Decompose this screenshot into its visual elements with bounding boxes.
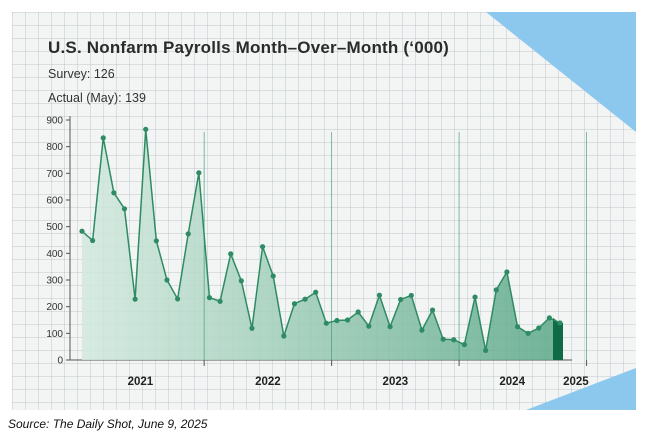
data-point — [451, 337, 457, 343]
data-point — [546, 315, 552, 321]
data-point — [557, 320, 563, 326]
y-tick-label: 800 — [46, 142, 63, 153]
data-point — [398, 296, 404, 303]
data-point — [313, 289, 319, 295]
data-point — [525, 330, 531, 336]
data-point — [143, 126, 149, 132]
data-point — [238, 278, 244, 284]
decorative-corner-bottom-right — [526, 368, 636, 410]
y-tick-label: 500 — [46, 222, 63, 233]
data-point — [217, 298, 223, 304]
survey-value: Survey: 126 — [48, 67, 115, 81]
x-year-label: 2022 — [255, 376, 281, 388]
decorative-corner-top-right — [486, 12, 636, 132]
payrolls-area-fill — [82, 129, 560, 360]
x-year-label: 2024 — [499, 376, 525, 388]
x-year-label: 2025 — [563, 376, 589, 388]
data-point — [472, 294, 478, 300]
data-point — [483, 347, 489, 353]
data-point — [249, 325, 255, 331]
data-point — [387, 324, 393, 330]
data-point — [153, 238, 159, 244]
data-point — [302, 296, 308, 302]
data-point — [344, 317, 351, 323]
data-point — [291, 301, 298, 307]
y-tick-label: 300 — [46, 276, 63, 287]
data-point — [419, 327, 425, 333]
data-point — [536, 325, 542, 331]
data-point — [175, 296, 181, 302]
data-point — [493, 287, 499, 293]
data-point — [132, 296, 138, 302]
data-point — [111, 190, 117, 196]
data-point — [164, 277, 170, 283]
y-tick-label: 600 — [46, 196, 63, 207]
y-tick-label: 200 — [46, 302, 63, 313]
data-point — [270, 273, 276, 279]
data-point — [206, 295, 213, 301]
chart-card: U.S. Nonfarm Payrolls Month–Over–Month (… — [12, 12, 636, 410]
data-point — [514, 324, 521, 330]
data-point — [281, 333, 287, 339]
data-point — [440, 336, 446, 342]
chart-title: U.S. Nonfarm Payrolls Month–Over–Month (… — [48, 38, 450, 57]
data-point — [323, 320, 329, 326]
actual-value: Actual (May): 139 — [48, 91, 146, 105]
data-point — [196, 170, 202, 176]
x-year-label: 2021 — [128, 376, 154, 388]
payrolls-line — [81, 129, 561, 351]
data-point — [259, 244, 266, 250]
data-point — [121, 206, 128, 212]
payrolls-area-chart: 0 100 200 300 400 500 600 700 800 900 2021 2022 2023… — [46, 116, 589, 389]
data-point — [504, 269, 510, 275]
data-point — [185, 231, 191, 237]
data-point — [90, 237, 96, 244]
y-tick-label: 100 — [46, 329, 63, 340]
data-point — [366, 323, 372, 329]
data-point — [228, 251, 234, 257]
y-tick-label: 900 — [46, 116, 63, 127]
data-point — [100, 135, 106, 141]
data-point — [408, 292, 414, 299]
data-point — [334, 317, 340, 324]
data-point — [376, 292, 383, 298]
y-tick-label: 700 — [46, 169, 63, 180]
data-point — [429, 307, 436, 313]
y-tick-label: 400 — [46, 249, 63, 260]
y-tick-label: 0 — [57, 356, 63, 367]
source-note: Source: The Daily Shot, June 9, 2025 — [8, 417, 208, 431]
data-point — [355, 309, 361, 315]
x-year-label: 2023 — [383, 376, 409, 388]
latest-month-highlight — [553, 317, 563, 360]
data-point — [79, 228, 85, 234]
data-point — [461, 341, 467, 348]
